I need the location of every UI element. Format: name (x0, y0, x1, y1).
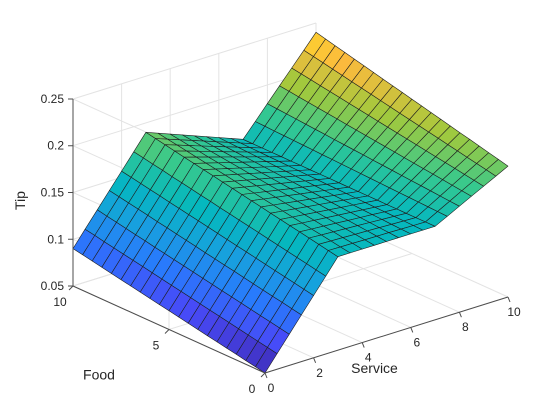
x-tick-mark (410, 327, 414, 333)
z-tick-label: 0.15 (41, 186, 65, 200)
z-tick-label: 0.2 (47, 139, 64, 153)
x-tick-label: 0 (268, 381, 275, 395)
z-tick-label: 0.1 (47, 232, 64, 246)
surface-cell (485, 159, 509, 177)
y-tick-mark (260, 372, 266, 378)
y-axis-title: Food (83, 367, 115, 383)
x-axis-line (264, 296, 509, 374)
x-tick-mark (507, 296, 511, 303)
x-tick-mark (313, 357, 317, 363)
x-tick-mark (458, 312, 462, 318)
x-tick-mark (264, 372, 268, 379)
z-axis-title: Tip (12, 191, 28, 210)
x-tick-label: 6 (413, 335, 420, 349)
y-tick-mark (68, 285, 74, 291)
z-tick-label: 0.25 (41, 92, 65, 106)
x-tick-label: 4 (365, 351, 372, 365)
x-tick-label: 8 (462, 320, 469, 334)
z-tick-label: 0.05 (41, 279, 65, 293)
axes (68, 98, 511, 379)
x-axis-title: Service (351, 360, 398, 376)
surface-mesh (72, 31, 509, 374)
x-tick-label: 2 (316, 366, 323, 380)
x-tick-mark (361, 342, 365, 348)
tick-labels: 0 2 4 6 8 10 0 5 10 0.05 0.1 0.15 0.2 0.… (12, 92, 521, 396)
y-tick-label: 5 (153, 339, 160, 353)
y-tick-mark (164, 329, 170, 334)
y-tick-label: 10 (53, 295, 67, 309)
x-tick-label: 10 (507, 305, 521, 319)
y-tick-label: 0 (249, 382, 256, 396)
